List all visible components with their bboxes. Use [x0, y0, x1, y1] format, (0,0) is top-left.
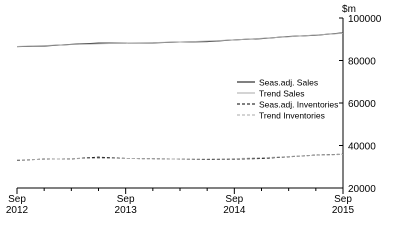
unit-label: $m [342, 4, 356, 15]
x-tick-label: Sep 2014 [223, 194, 246, 216]
legend-label: Trend Inventories [259, 111, 325, 121]
y-tick-label: 80000 [348, 57, 376, 68]
y-tick-label: 20000 [348, 184, 376, 195]
series-line [16, 153, 344, 161]
x-tick-label: Sep 2013 [115, 194, 138, 216]
y-tick-label: 100000 [348, 14, 382, 25]
chart: $m 20000 40000 60000 80000 100000 Sep 2012 Sep 2… [6, 4, 382, 216]
series-line [16, 153, 344, 161]
legend-label: Seas.adj. Inventories [259, 100, 338, 110]
legend-label: Seas.adj. Sales [259, 78, 318, 88]
x-tick-label: Sep 2012 [6, 194, 29, 216]
x-tick-label: Sep 2015 [332, 194, 355, 216]
y-tick-label: 60000 [348, 99, 376, 110]
legend-label: Trend Sales [259, 89, 305, 99]
y-tick-label: 40000 [348, 142, 376, 153]
series-line [16, 32, 344, 47]
